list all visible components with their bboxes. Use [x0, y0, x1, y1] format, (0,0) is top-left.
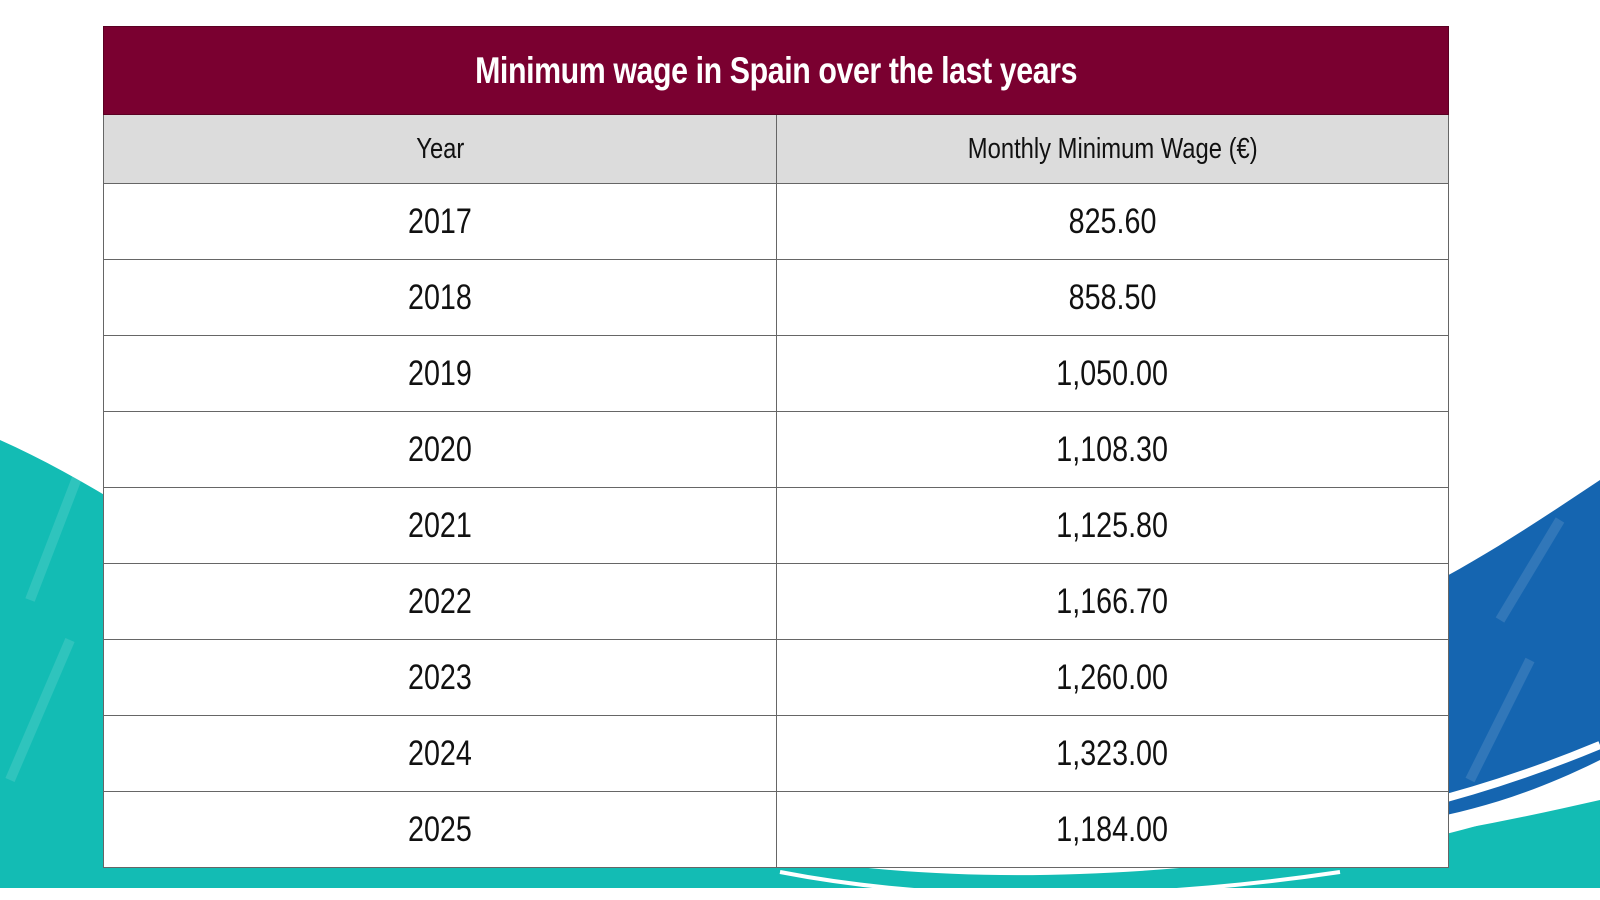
year-value: 2024 — [408, 733, 472, 773]
year-cell: 2023 — [103, 639, 777, 716]
wage-value: 1,050.00 — [1056, 353, 1169, 393]
year-cell: 2022 — [103, 563, 777, 640]
table-title: Minimum wage in Spain over the last year… — [103, 26, 1449, 115]
wage-value: 1,166.70 — [1056, 581, 1169, 621]
wage-value: 858.50 — [1068, 277, 1157, 317]
column-header-wage: Monthly Minimum Wage (€) — [776, 114, 1449, 184]
column-header-wage-text: Monthly Minimum Wage (€) — [967, 132, 1258, 165]
wage-value: 1,323.00 — [1056, 733, 1169, 773]
wage-cell: 858.50 — [776, 259, 1449, 336]
wage-value: 1,108.30 — [1056, 429, 1169, 469]
wage-value: 1,260.00 — [1056, 657, 1169, 697]
year-value: 2017 — [408, 201, 472, 241]
table-row: 2022 1,166.70 — [103, 563, 1449, 640]
wage-value: 825.60 — [1068, 201, 1157, 241]
year-cell: 2020 — [103, 411, 777, 488]
year-cell: 2019 — [103, 335, 777, 412]
wage-table-container: Minimum wage in Spain over the last year… — [103, 26, 1449, 868]
year-value: 2023 — [408, 657, 472, 697]
year-value: 2022 — [408, 581, 472, 621]
year-value: 2021 — [408, 505, 472, 545]
wage-cell: 1,050.00 — [776, 335, 1449, 412]
wage-cell: 1,125.80 — [776, 487, 1449, 564]
wage-cell: 825.60 — [776, 183, 1449, 260]
minimum-wage-table: Minimum wage in Spain over the last year… — [103, 26, 1449, 868]
wage-cell: 1,184.00 — [776, 791, 1449, 868]
table-body: 2017 825.60 2018 858.50 2019 1,050.00 20… — [103, 183, 1449, 868]
watermark-stroke-2 — [5, 638, 75, 782]
table-title-text: Minimum wage in Spain over the last year… — [475, 49, 1077, 91]
wage-value: 1,125.80 — [1056, 505, 1169, 545]
blue-wave-shape — [1420, 480, 1600, 820]
table-row: 2024 1,323.00 — [103, 715, 1449, 792]
table-row: 2018 858.50 — [103, 259, 1449, 336]
watermark-stroke — [25, 468, 85, 602]
year-cell: 2025 — [103, 791, 777, 868]
watermark-stroke-3 — [1495, 517, 1565, 623]
column-header-year: Year — [103, 114, 777, 184]
table-row: 2025 1,184.00 — [103, 791, 1449, 868]
wage-cell: 1,323.00 — [776, 715, 1449, 792]
wage-cell: 1,260.00 — [776, 639, 1449, 716]
wage-cell: 1,108.30 — [776, 411, 1449, 488]
watermark-stroke-4 — [1465, 657, 1535, 783]
table-row: 2021 1,125.80 — [103, 487, 1449, 564]
year-cell: 2024 — [103, 715, 777, 792]
year-value: 2025 — [408, 809, 472, 849]
year-value: 2020 — [408, 429, 472, 469]
wage-cell: 1,166.70 — [776, 563, 1449, 640]
year-cell: 2018 — [103, 259, 777, 336]
table-row: 2023 1,260.00 — [103, 639, 1449, 716]
year-cell: 2021 — [103, 487, 777, 564]
year-value: 2019 — [408, 353, 472, 393]
wage-value: 1,184.00 — [1056, 809, 1169, 849]
table-row: 2017 825.60 — [103, 183, 1449, 260]
year-value: 2018 — [408, 277, 472, 317]
column-header-year-text: Year — [415, 132, 465, 165]
table-row: 2020 1,108.30 — [103, 411, 1449, 488]
table-row: 2019 1,050.00 — [103, 335, 1449, 412]
bottom-white-strip — [0, 888, 1600, 900]
year-cell: 2017 — [103, 183, 777, 260]
